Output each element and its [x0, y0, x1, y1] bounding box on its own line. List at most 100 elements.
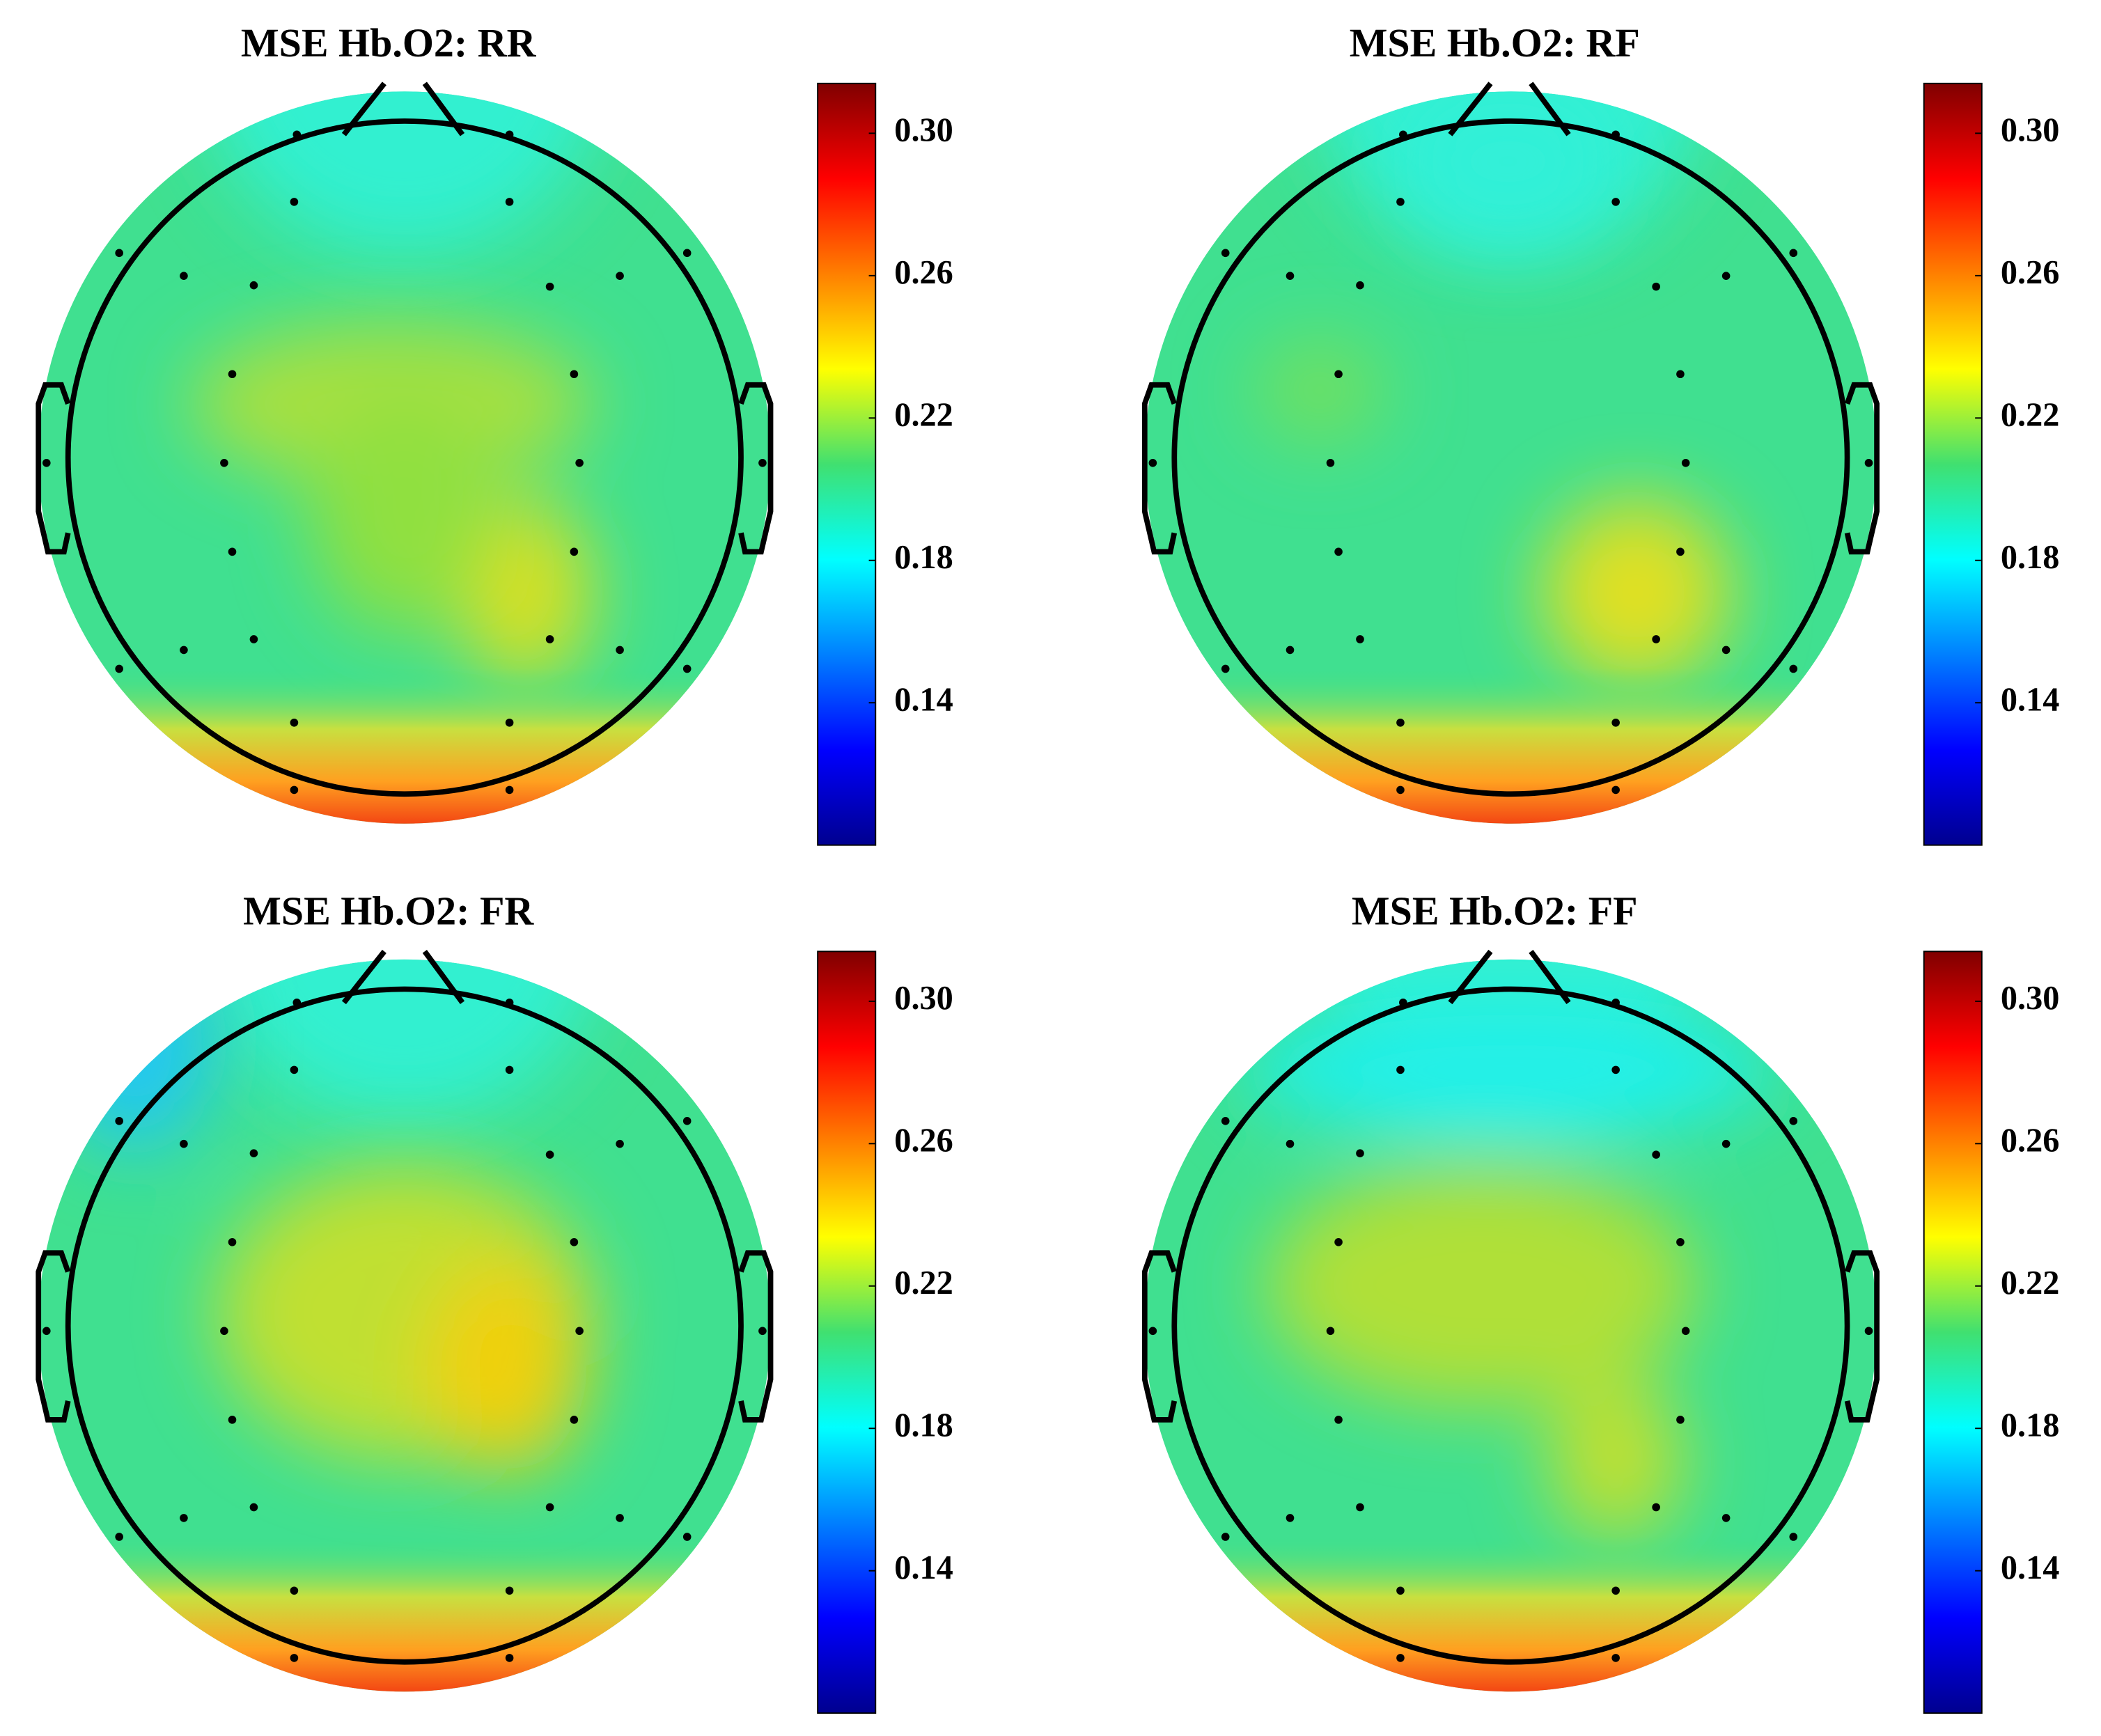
nose: [341, 81, 465, 136]
nose: [1448, 81, 1571, 136]
electrode: [1356, 635, 1364, 643]
electrode: [1652, 1503, 1660, 1512]
electrode: [505, 130, 514, 139]
electrode: [1221, 664, 1230, 673]
electrode: [616, 1514, 624, 1522]
electrode: [758, 1327, 767, 1336]
colorbar-tick-label: 0.30: [2001, 980, 2060, 1017]
head-outline: [65, 986, 744, 1665]
colorbar-tick-label: 0.18: [2001, 539, 2060, 576]
electrode: [290, 1654, 299, 1662]
head-outline: [1171, 118, 1850, 797]
electrode: [180, 1514, 188, 1522]
colorbar-tick-label: 0.30: [894, 980, 953, 1017]
electrode: [1676, 370, 1685, 379]
electrode: [1652, 282, 1660, 291]
electrode: [1396, 1654, 1405, 1662]
electrode: [1356, 281, 1364, 290]
topo-map: [1144, 91, 1877, 824]
electrode: [575, 459, 584, 467]
electrode: [1148, 459, 1157, 467]
electrode: [1334, 547, 1343, 556]
electrode: [1789, 249, 1798, 258]
electrode: [1396, 718, 1405, 727]
electrode: [249, 1149, 258, 1157]
topo-map: [38, 959, 771, 1692]
electrode: [570, 1416, 579, 1424]
electrode: [1676, 1237, 1685, 1246]
chart-title: MSE Hb.O2: RR: [241, 20, 537, 65]
electrode: [249, 635, 258, 643]
map-bottom: [38, 959, 771, 1692]
electrode: [228, 547, 237, 556]
electrode: [1148, 1327, 1157, 1336]
electrode: [1611, 1065, 1620, 1074]
electrode: [228, 1237, 237, 1246]
electrode: [1721, 1514, 1731, 1522]
electrode: [505, 1065, 514, 1074]
electrode: [1396, 198, 1405, 206]
electrode: [115, 664, 123, 673]
electrode: [180, 646, 188, 655]
electrode: [505, 998, 514, 1007]
electrode: [1221, 1117, 1230, 1125]
electrode: [1334, 1416, 1343, 1424]
right-ear: [1844, 382, 1880, 555]
nose: [1448, 949, 1571, 1005]
topoplot-panel: MSE Hb.O2: RR 0.14 0.18 0.22 0.26 0.30: [36, 20, 953, 846]
colorbar: [1923, 82, 1983, 846]
electrode: [545, 1503, 554, 1512]
electrode: [1611, 1586, 1620, 1595]
topo-map: [1144, 959, 1877, 1692]
nose: [341, 949, 465, 1005]
electrode: [505, 198, 514, 206]
electrode: [1356, 1149, 1364, 1157]
electrode: [249, 1503, 258, 1512]
colorbar-tick-label: 0.18: [894, 1407, 953, 1444]
colorbar-tick-label: 0.14: [894, 1549, 953, 1586]
electrode: [1681, 1327, 1690, 1336]
electrode: [1676, 1416, 1685, 1424]
electrode: [682, 1117, 692, 1125]
right-ear: [738, 1250, 774, 1423]
electrode: [1396, 785, 1405, 795]
colorbar-tick-label: 0.26: [2001, 254, 2060, 291]
electrode: [1721, 646, 1731, 655]
electrode: [42, 1327, 51, 1336]
colorbar-tick-label: 0.30: [894, 111, 953, 148]
electrode: [1221, 1533, 1230, 1541]
electrode: [1681, 459, 1690, 467]
electrode: [1611, 785, 1620, 795]
electrode: [575, 1327, 584, 1336]
electrode: [115, 1117, 123, 1125]
colorbar: [1923, 951, 1983, 1714]
electrode: [545, 282, 554, 291]
electrode: [1721, 272, 1731, 280]
electrode: [180, 272, 188, 280]
colorbar-tick-label: 0.14: [2001, 681, 2060, 718]
colorbar-tick-label: 0.14: [2001, 1549, 2060, 1586]
chart-title: MSE Hb.O2: FR: [243, 889, 534, 934]
map-bottom: [1144, 91, 1877, 824]
electrode: [616, 646, 624, 655]
colorbar-tick-label: 0.26: [894, 254, 953, 291]
colorbar-tick-label: 0.22: [2001, 396, 2060, 433]
electrode: [228, 1416, 237, 1424]
electrode: [1652, 1150, 1660, 1159]
electrode: [292, 130, 302, 139]
colorbar: [817, 951, 877, 1714]
colorbar-tick-label: 0.14: [894, 681, 953, 718]
colorbar-tick-label: 0.22: [894, 1265, 953, 1301]
electrode: [505, 1654, 514, 1662]
electrode: [1611, 998, 1620, 1007]
colorbar-tick-label: 0.18: [2001, 1407, 2060, 1444]
electrode: [1326, 459, 1335, 467]
electrode: [1864, 459, 1873, 467]
electrode: [1396, 1065, 1405, 1074]
chart-title: MSE Hb.O2: RF: [1350, 20, 1640, 65]
electrode: [1286, 1139, 1295, 1148]
head-outline: [1171, 986, 1850, 1665]
left-ear: [36, 382, 71, 555]
right-ear: [738, 382, 774, 555]
